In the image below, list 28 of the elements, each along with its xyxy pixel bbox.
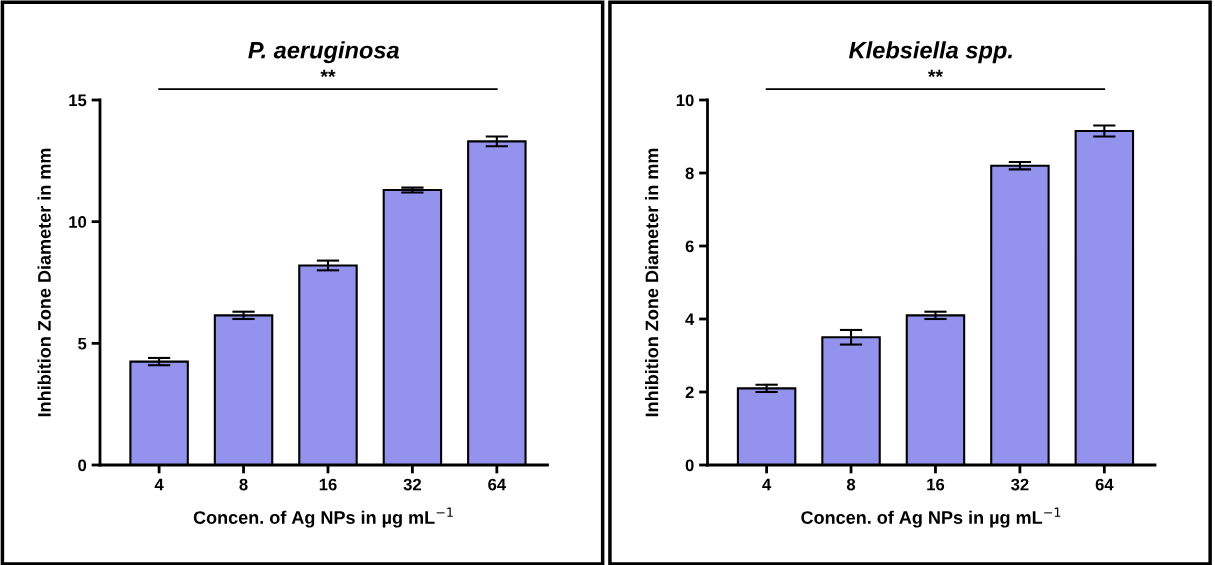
text: ** [320, 69, 336, 78]
y-tick-label: 5 [78, 337, 87, 350]
y-tick-label: 2 [685, 386, 694, 399]
x-tick-label: 4 [154, 478, 164, 491]
y-tick-label: 10 [69, 216, 87, 228]
y-tick-label: 4 [685, 313, 695, 326]
y-tick-label: 8 [685, 167, 694, 180]
chart-title: Klebsiella spp. [849, 41, 1012, 64]
x-tick-label: 4 [762, 478, 772, 491]
text: ** [927, 69, 944, 78]
y-tick-label: 6 [685, 240, 694, 253]
y-axis-title: Inhibition Zone Diameter in mm [37, 148, 51, 417]
x-tick-label: 16 [927, 478, 945, 491]
x-tick-label: 32 [1011, 478, 1029, 491]
x-tick-label: 8 [239, 478, 248, 491]
x-tick-label: 16 [319, 478, 337, 491]
x-axis-title: Concen. of Ag NPs in µg mL$^{−1}$ [193, 507, 453, 528]
y-tick-label: 10 [676, 94, 694, 107]
chart-title: P. aeruginosa [248, 41, 399, 64]
y-tick-label: 15 [69, 94, 87, 107]
x-tick-label: 8 [846, 478, 856, 491]
x-tick-label: 32 [403, 478, 422, 491]
x-axis-title: Concen. of Ag NPs in µg mL$^{−1}$ [801, 507, 1061, 528]
x-tick-label: 64 [1095, 478, 1114, 491]
y-axis-title: Inhibition Zone Diameter in mm [645, 148, 659, 417]
y-tick-label: 0 [78, 459, 87, 472]
y-tick-label: 0 [685, 459, 694, 472]
x-tick-label: 64 [488, 478, 507, 491]
